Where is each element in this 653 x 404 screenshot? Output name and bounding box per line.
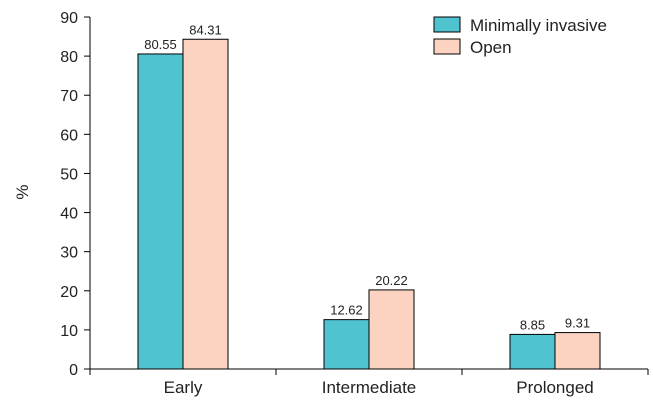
y-tick-label: 30 <box>60 245 78 262</box>
y-tick-label: 0 <box>69 362 78 379</box>
y-axis-title: % <box>13 184 32 199</box>
y-tick-label: 90 <box>60 10 78 27</box>
legend-label-open: Open <box>470 38 512 57</box>
x-category-label: Early <box>164 378 203 397</box>
bar <box>137 53 184 370</box>
legend-swatch-open <box>433 38 461 55</box>
y-tick-label: 80 <box>60 49 78 66</box>
bar <box>182 38 229 370</box>
x-category-label: Intermediate <box>322 378 417 397</box>
x-category-label: Prolonged <box>516 378 594 397</box>
bar-value-label: 9.31 <box>565 316 590 331</box>
y-tick-label: 20 <box>60 284 78 301</box>
y-tick-label: 50 <box>60 166 78 183</box>
bar-value-label: 80.55 <box>144 37 177 52</box>
bar <box>509 333 556 370</box>
bar-value-label: 12.62 <box>330 303 363 318</box>
y-tick-label: 10 <box>60 323 78 340</box>
bar <box>323 319 370 370</box>
bar-value-label: 8.85 <box>520 317 545 332</box>
y-tick-label: 60 <box>60 127 78 144</box>
y-tick-label: 40 <box>60 206 78 223</box>
bar-value-label: 84.31 <box>189 22 222 37</box>
x-axis: Early Intermediate Prolonged <box>89 368 649 397</box>
bars <box>137 38 601 370</box>
bar-value-label: 20.22 <box>375 273 408 288</box>
legend: Minimally invasive Open <box>433 16 607 57</box>
data-labels: 80.55 84.31 12.62 20.22 8.85 9.31 <box>144 22 590 332</box>
y-axis: 0 10 20 30 40 50 60 70 80 90 <box>60 10 91 379</box>
bar <box>368 289 415 370</box>
y-tick-label: 70 <box>60 88 78 105</box>
legend-label-minimally-invasive: Minimally invasive <box>470 16 607 35</box>
legend-swatch-minimally-invasive <box>433 16 461 33</box>
bar <box>554 332 601 370</box>
